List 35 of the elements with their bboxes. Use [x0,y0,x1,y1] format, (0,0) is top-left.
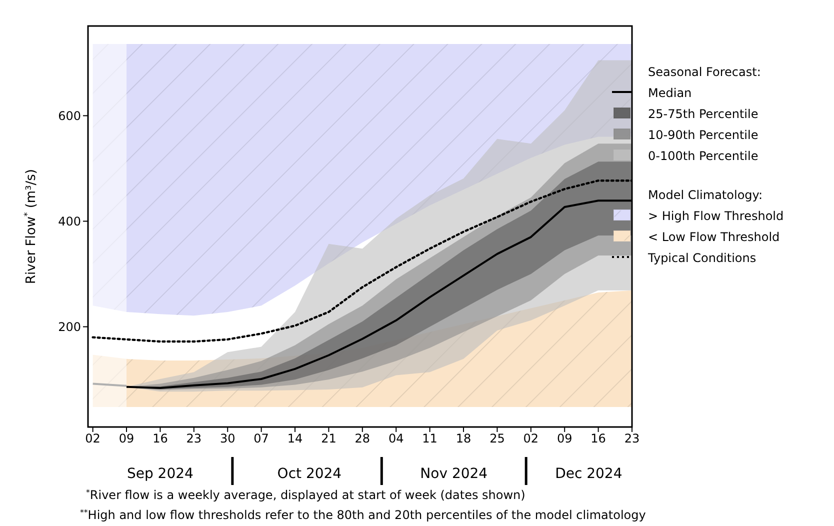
legend-label: < Low Flow Threshold [648,230,780,244]
legend-label: 25-75th Percentile [648,107,758,121]
text: $^{*}$River flow is a weekly average, displayed at start of week (dates shown) [86,488,526,502]
x-tick-label: 09 [556,432,572,446]
x-tick-label: 07 [254,432,269,446]
x-tick-label: 16 [152,432,168,446]
legend-label: Median [648,86,692,100]
x-tick-label: 21 [321,432,336,446]
legend-title: Seasonal Forecast: [648,65,761,79]
x-tick-label: 14 [287,432,303,446]
text: $^{**}$High and low flow thresholds refer to the 80th and 20th percentiles of the model climatology [80,508,646,522]
x-tick-label: 09 [118,432,134,446]
legend-label: > High Flow Threshold [648,209,784,223]
y-tick-label: 200 [58,320,81,334]
x2-tick-label: Nov 2024 [420,466,488,482]
x-tick-label: 23 [186,432,202,446]
x-tick-label: 28 [354,432,370,446]
x-tick-label: 02 [523,432,539,446]
text: Model Climatology: [648,188,763,202]
x-tick-label: 30 [220,432,236,446]
x-tick-label: 16 [590,432,606,446]
x-tick-label: 02 [85,432,100,446]
x2-tick-label: Oct 2024 [277,466,342,482]
legend-label: 0-100th Percentile [648,149,758,163]
x-tick-label: 18 [456,432,472,446]
y-tick-label: 600 [58,108,81,123]
legend-label: Typical Conditions [647,251,756,265]
x2-tick-label: Sep 2024 [126,466,194,482]
x-tick-label: 04 [388,432,404,446]
x-tick-label: 11 [422,432,438,446]
x-tick-label: 25 [490,432,505,446]
x-tick-label: 23 [624,432,640,446]
legend-label: 10-90th Percentile [648,128,758,142]
y-tick-label: 400 [58,214,81,228]
x2-tick-label: Dec 2024 [555,466,622,482]
